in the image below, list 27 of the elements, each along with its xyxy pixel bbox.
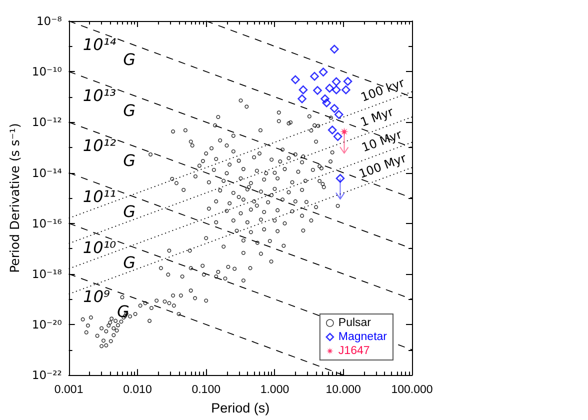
annotation: 10¹⁰ G <box>82 238 136 272</box>
y-tick-label: 10⁻²⁰ <box>32 318 62 332</box>
annotation: 1 Myr <box>358 104 395 130</box>
legend-label: Pulsar <box>338 317 372 329</box>
x-axis-title: Period (s) <box>211 400 270 416</box>
y-tick-label: 10⁻¹² <box>32 115 62 130</box>
y-tick-label: 10⁻¹⁰ <box>32 64 62 79</box>
x-tick-label: 1.000 <box>260 384 290 396</box>
legend-label: Magnetar <box>338 331 388 343</box>
legend-label: J1647 <box>338 345 370 357</box>
y-tick-label: 10⁻¹⁸ <box>32 266 62 281</box>
y-tick-label: 10⁻⁸ <box>36 14 62 28</box>
x-tick-label: 10.000 <box>326 384 361 396</box>
y-tick-label: 10⁻¹⁴ <box>32 166 62 180</box>
x-tick-label: 100.000 <box>391 384 433 396</box>
y-tick-label: 10⁻²² <box>32 368 62 382</box>
annotation: 10¹² G <box>82 136 136 170</box>
annotation: 10¹¹ G <box>82 187 136 222</box>
annotation: 10¹⁴ G <box>82 35 136 70</box>
annotation: 10¹³ G <box>82 86 136 120</box>
annotation: 10⁹ G <box>83 287 130 322</box>
y-tick-label: 10⁻¹⁶ <box>32 216 62 230</box>
annotation: 100 kyr <box>359 75 406 104</box>
x-tick-label: 0.001 <box>54 384 84 396</box>
x-tick-label: 0.100 <box>192 384 220 396</box>
x-tick-label: 0.010 <box>123 384 152 396</box>
y-axis-title: Period Derivative (s s⁻¹) <box>7 123 22 273</box>
